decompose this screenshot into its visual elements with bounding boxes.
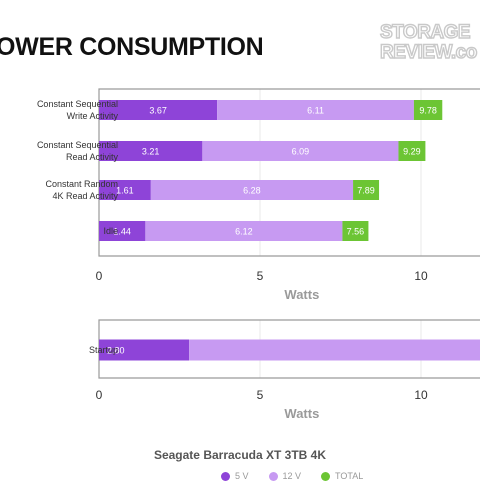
bar-12v	[189, 339, 480, 361]
x-tick-label: 10	[414, 269, 428, 283]
bar-label-5v: 3.67	[149, 106, 167, 116]
legend-swatch-12v	[268, 471, 278, 481]
bar-total	[413, 100, 443, 120]
chart-frame-0	[98, 88, 480, 257]
bar-label-12v: 6.09	[292, 147, 310, 157]
x-tick-label: 10	[414, 388, 428, 402]
x-tick-label: 0	[96, 388, 103, 402]
legend-title: Seagate Barracuda XT 3TB 4K	[153, 448, 327, 462]
bar-label-12v: 6.11	[307, 106, 324, 116]
bar-12v	[217, 100, 414, 120]
bar-label-12v: 6.12	[235, 227, 253, 237]
bar-12v	[202, 141, 399, 161]
category-label: Startup	[89, 345, 118, 355]
legend-swatch-total	[321, 471, 331, 481]
bar-label-total: 9.29	[403, 147, 421, 157]
storage-review-logo: STORAGE REVIEW.co	[379, 21, 478, 63]
legend-swatch-5v	[221, 471, 230, 481]
x-tick-label: 0	[96, 269, 103, 283]
legend-label-5v: 5 V	[235, 471, 249, 481]
page-title: OWER CONSUMPTION	[0, 33, 264, 61]
bar-12v	[150, 180, 354, 200]
legend-item-total: TOTAL	[321, 471, 363, 481]
bar-label-5v: 1.61	[116, 186, 134, 196]
category-label: Constant Sequential Read Activity	[37, 140, 119, 162]
bar-label-12v: 6.28	[243, 186, 261, 196]
bar-5v	[99, 100, 218, 120]
bar-label-total: 7.89	[357, 186, 375, 196]
legend-item-5v: 5 V	[221, 471, 249, 481]
svg-text:REVIEW.co: REVIEW.co	[380, 42, 477, 63]
bar-label-5v: 1.44	[113, 227, 131, 237]
legend-item-12v: 12 V	[268, 471, 302, 481]
category-label: Idle	[103, 226, 118, 236]
category-label: Constant Random 4K Read Activity	[45, 179, 118, 201]
x-tick-label: 5	[257, 269, 264, 283]
legend: 5 V 12 V TOTAL	[221, 471, 363, 481]
svg-text:STORAGE: STORAGE	[380, 22, 470, 43]
bar-label-total: 9.78	[419, 106, 437, 116]
x-axis-title: Watts	[284, 287, 319, 302]
bar-5v	[99, 339, 190, 361]
bar-total	[342, 221, 369, 241]
bar-total	[398, 141, 426, 161]
category-label: Constant Sequential Write Activity	[37, 99, 119, 121]
bar-5v	[99, 221, 146, 241]
bar-total	[353, 180, 380, 200]
legend-label-total: TOTAL	[335, 471, 364, 481]
bar-5v	[99, 141, 203, 161]
bar-label-5v: 2.80	[107, 346, 125, 356]
bar-12v	[145, 221, 343, 241]
bar-label-total: 7.56	[347, 227, 365, 237]
x-tick-label: 5	[257, 388, 264, 402]
bar-5v	[99, 180, 151, 200]
bar-label-5v: 3.21	[142, 147, 160, 157]
legend-label-12v: 12 V	[282, 471, 302, 481]
x-axis-title: Watts	[284, 406, 319, 421]
